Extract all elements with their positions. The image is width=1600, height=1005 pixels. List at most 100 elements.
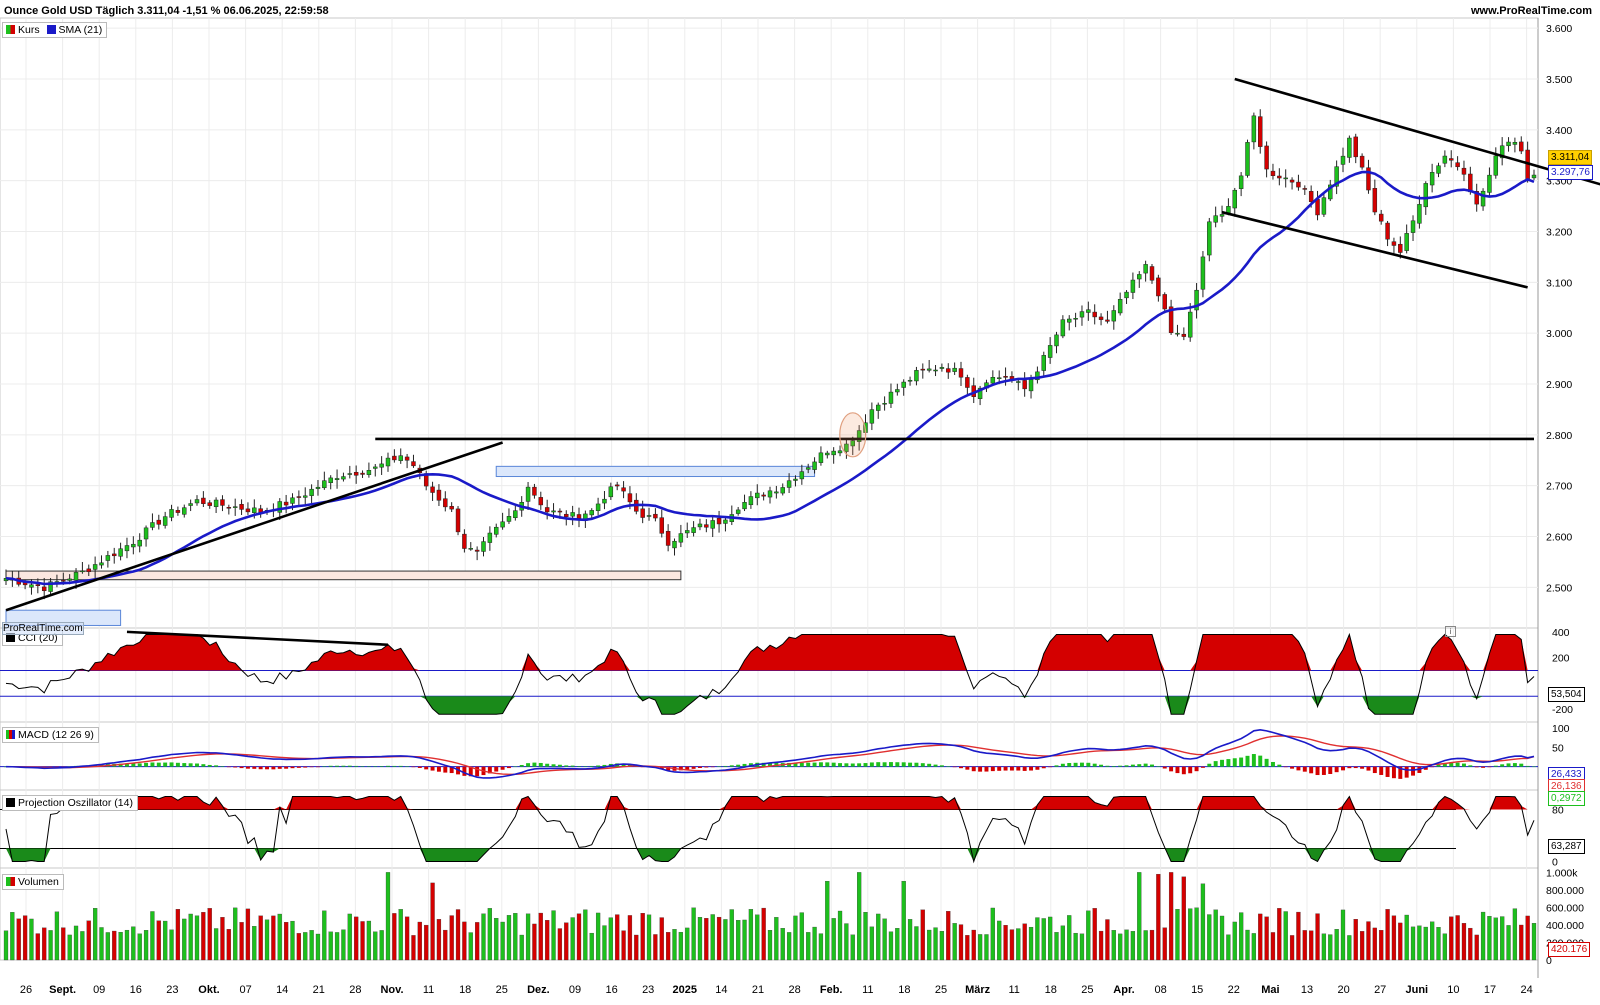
- macd-histogram-bar: [163, 762, 168, 767]
- candle: [1168, 306, 1174, 333]
- macd-histogram-bar: [1411, 766, 1416, 776]
- macd-histogram-bar: [557, 764, 562, 767]
- macd-histogram-bar: [812, 762, 817, 767]
- macd-histogram-bar: [341, 765, 346, 767]
- macd-histogram-bar: [1391, 766, 1396, 779]
- candle: [1277, 175, 1282, 179]
- candle: [309, 488, 314, 496]
- volume-bar: [1417, 925, 1422, 961]
- candle: [1302, 188, 1308, 190]
- macd-histogram-bar: [984, 766, 989, 772]
- macd-histogram-bar: [462, 766, 467, 776]
- volume-bar: [729, 909, 734, 961]
- candle: [1334, 166, 1339, 187]
- candle: [194, 499, 200, 504]
- volume-bar: [182, 918, 187, 961]
- volume-bar: [595, 912, 601, 961]
- candle: [1366, 167, 1371, 191]
- candle: [665, 530, 671, 546]
- macd-histogram-bar: [685, 766, 690, 770]
- volume-bar: [1353, 919, 1358, 961]
- candle: [1353, 136, 1358, 158]
- volume-bar: [1379, 930, 1384, 961]
- volume-bar: [360, 921, 365, 961]
- info-icon[interactable]: i: [1445, 626, 1456, 637]
- candle: [1321, 197, 1327, 215]
- macd-histogram-bar: [309, 766, 314, 768]
- trendline: [1221, 210, 1528, 289]
- candle: [220, 499, 225, 506]
- candle: [691, 527, 696, 533]
- candle: [1480, 190, 1486, 207]
- volume-bar: [1124, 929, 1129, 961]
- macd-histogram-bar: [1302, 766, 1307, 772]
- volume-bar: [277, 913, 282, 961]
- candle: [1308, 191, 1314, 202]
- legend-cci-label: CCI (20): [18, 632, 58, 644]
- candle: [1499, 145, 1505, 159]
- candle: [653, 513, 658, 519]
- volume-bar: [1016, 928, 1021, 961]
- candle: [576, 514, 582, 519]
- macd-histogram-bar: [1270, 761, 1275, 767]
- candle: [1270, 170, 1276, 176]
- macd-histogram-bar: [1086, 762, 1091, 767]
- volume-bar: [621, 930, 626, 961]
- legend-macd[interactable]: MACD (12 26 9): [2, 727, 99, 743]
- candle: [1187, 311, 1193, 338]
- candle: [500, 521, 505, 528]
- candle: [124, 545, 130, 552]
- candle: [1455, 162, 1460, 168]
- volume-bar: [443, 929, 448, 961]
- macd-histogram-bar: [831, 762, 836, 767]
- source-label[interactable]: www.ProRealTime.com: [1470, 5, 1592, 17]
- macd-histogram-bar: [742, 763, 747, 767]
- proj-line: [5, 795, 1535, 864]
- candle: [742, 502, 747, 510]
- candle: [1251, 115, 1257, 143]
- candle: [1359, 155, 1365, 168]
- candle: [1347, 137, 1352, 158]
- macd-signal-line: [5, 735, 1535, 776]
- candle: [1194, 289, 1199, 311]
- macd-histogram-bar: [1461, 763, 1466, 767]
- candle: [341, 476, 346, 480]
- macd-histogram-bar: [1519, 763, 1524, 767]
- trendline: [5, 441, 504, 612]
- y-tick-label: 200: [1552, 653, 1570, 665]
- volume-bar: [774, 917, 779, 961]
- volume-bar: [608, 917, 613, 961]
- candle: [385, 457, 391, 467]
- candle: [748, 496, 754, 506]
- macd-histogram-bar: [1016, 766, 1021, 771]
- volume-bar: [697, 917, 703, 961]
- candle: [659, 517, 664, 534]
- volume-bar: [424, 924, 429, 961]
- legend-proj[interactable]: Projection Oszillator (14): [2, 795, 138, 811]
- legend-price[interactable]: Kurs SMA (21): [2, 22, 108, 38]
- volume-bar: [1003, 925, 1008, 961]
- volume-bar: [404, 916, 410, 961]
- volume-bar: [723, 919, 728, 961]
- volume-bar: [226, 929, 231, 961]
- zone-rect: [495, 465, 816, 478]
- candle: [1137, 274, 1142, 280]
- legend-kurs: Kurs: [18, 24, 40, 36]
- cci-overbought-area: [6, 634, 1534, 671]
- x-tick-label: 2025: [673, 984, 697, 996]
- candle: [602, 498, 607, 504]
- volume-bar: [786, 932, 792, 961]
- candle: [1398, 243, 1403, 253]
- volume-bar: [736, 920, 741, 961]
- y-tick-label: 100: [1552, 723, 1570, 735]
- volume-bar: [449, 915, 454, 961]
- volume-bar: [175, 909, 181, 961]
- macd-histogram-bar: [577, 766, 581, 767]
- legend-volume[interactable]: Volumen: [2, 874, 64, 890]
- volume-bar: [1480, 911, 1486, 961]
- macd-histogram-bar: [1353, 766, 1358, 769]
- volume-bar: [1359, 931, 1365, 961]
- y-tick-label: 3.000: [1546, 328, 1572, 340]
- candle: [175, 510, 181, 513]
